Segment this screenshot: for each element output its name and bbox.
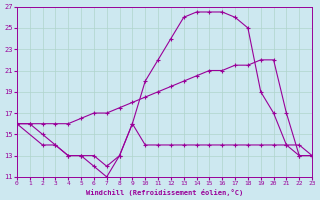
X-axis label: Windchill (Refroidissement éolien,°C): Windchill (Refroidissement éolien,°C) <box>86 189 243 196</box>
